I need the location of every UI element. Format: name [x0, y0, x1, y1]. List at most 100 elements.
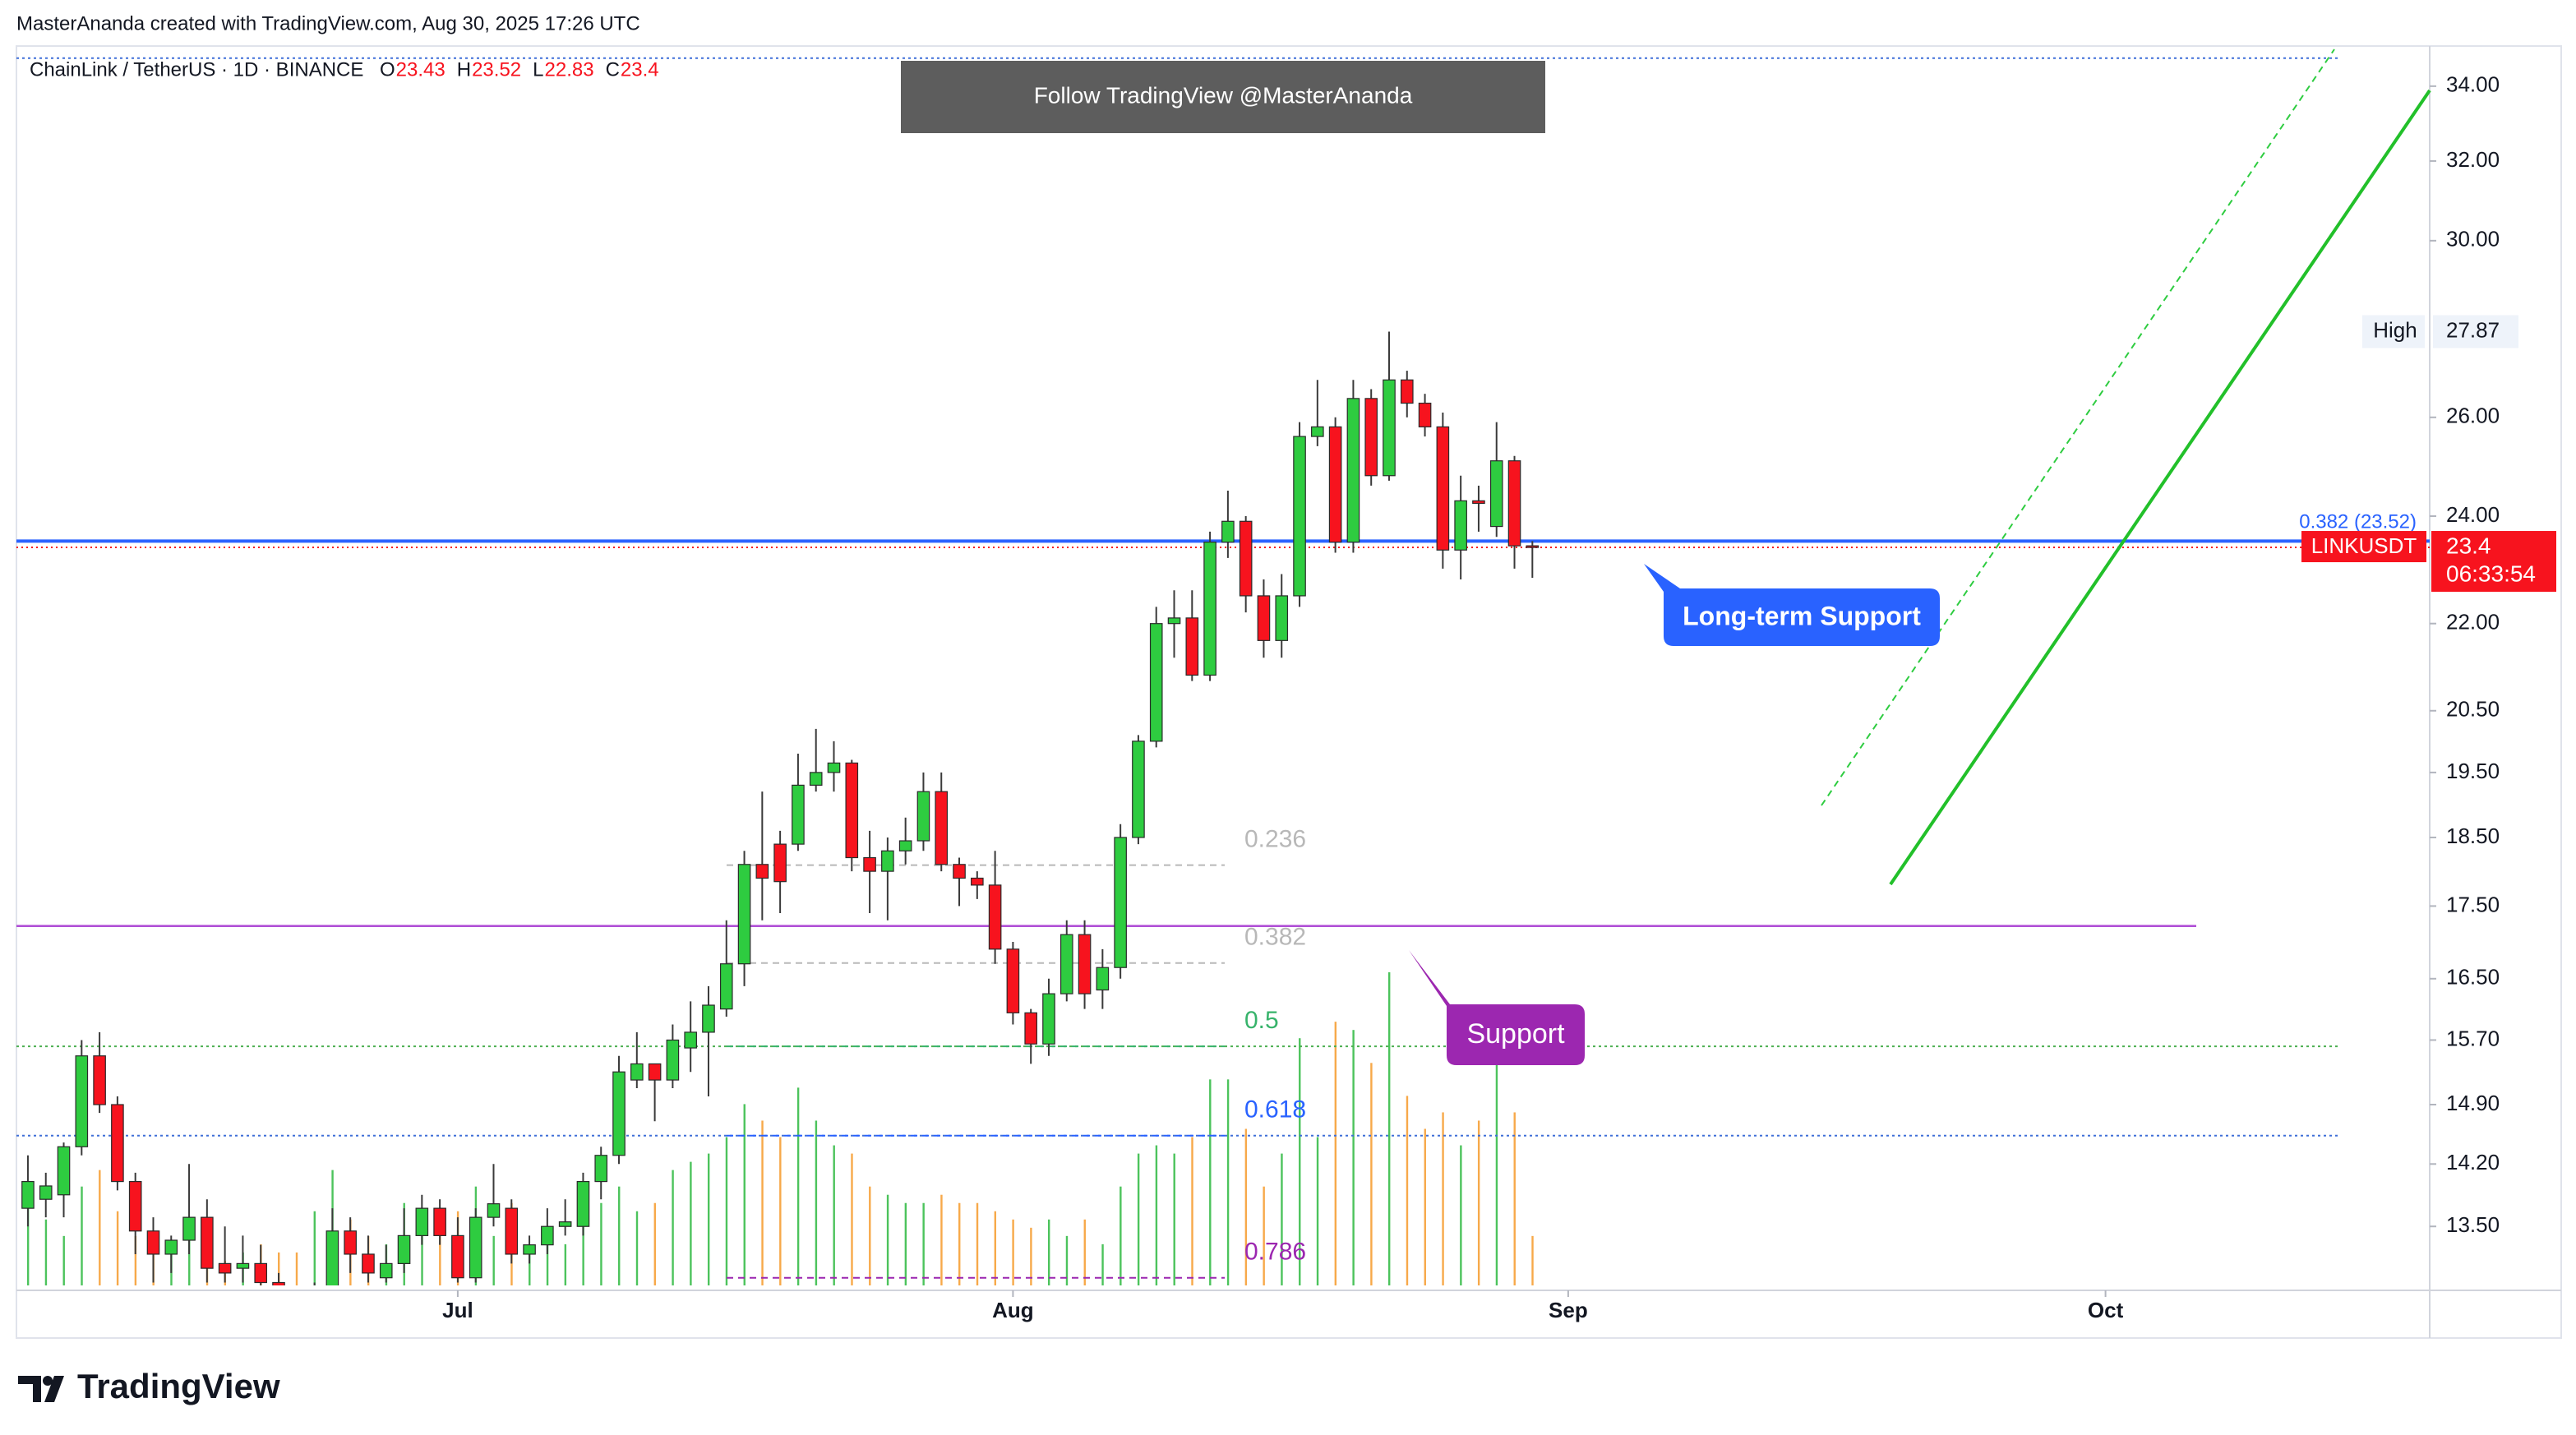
candle-body	[755, 864, 769, 879]
candle-body	[111, 1104, 124, 1183]
high-value: 27.87	[2446, 317, 2500, 342]
candle-body	[218, 1262, 232, 1274]
candle-body	[39, 1185, 53, 1200]
y-tick-label: 34.00	[2446, 72, 2500, 97]
volume-bar	[62, 1235, 65, 1285]
candle-body	[630, 1063, 644, 1081]
candle-body	[146, 1230, 160, 1255]
volume-bar	[1299, 1038, 1301, 1285]
candle-body	[898, 840, 912, 851]
candle-body	[451, 1234, 464, 1279]
candle-body	[1203, 542, 1216, 676]
logo-text: TradingView	[77, 1367, 280, 1405]
candle-body	[916, 791, 930, 842]
candle-body	[773, 843, 787, 883]
volume-bar	[1101, 1244, 1104, 1285]
candle-body	[881, 850, 894, 872]
volume-bar	[618, 1186, 621, 1285]
symbol-tag-text: LINKUSDT	[2311, 533, 2417, 558]
y-tick-label: 17.50	[2446, 892, 2500, 916]
volume-bar	[1137, 1153, 1140, 1285]
candle-body	[415, 1207, 429, 1236]
y-tick-label: 14.20	[2446, 1150, 2500, 1174]
volume-bar	[976, 1202, 979, 1285]
fib-label: 0.786	[1244, 1239, 1306, 1266]
y-tick-label: 19.50	[2446, 759, 2500, 783]
candle-body	[935, 791, 949, 865]
candle-body	[128, 1180, 142, 1232]
volume-bar	[1155, 1145, 1158, 1285]
candle-body	[702, 1004, 715, 1033]
y-tick-label: 15.70	[2446, 1026, 2500, 1050]
volume-bar	[1065, 1235, 1069, 1285]
volume-bar	[761, 1120, 764, 1285]
y-tick-label: 16.50	[2446, 965, 2500, 990]
volume-bar	[1370, 1063, 1373, 1285]
volume-bar	[725, 1137, 728, 1285]
volume-bar	[546, 1235, 549, 1285]
candle-body	[576, 1180, 590, 1227]
volume-bar	[851, 1153, 853, 1285]
candle-body	[1311, 426, 1324, 437]
candle-body	[541, 1225, 554, 1246]
callout-text: Support	[1466, 1018, 1565, 1050]
symbol: ChainLink / TetherUS · 1D · BINANCE	[30, 58, 363, 81]
volume-bar	[1030, 1227, 1032, 1285]
candle-body	[433, 1207, 446, 1236]
candle-body	[792, 784, 805, 845]
volume-bar	[1424, 1128, 1426, 1285]
candle-body	[272, 1281, 285, 1285]
volume-bar	[421, 1219, 423, 1285]
credit: MasterAnanda created with TradingView.co…	[16, 12, 640, 35]
volume-bar	[492, 1235, 495, 1285]
candle-body	[505, 1207, 519, 1255]
y-tick-label: 18.50	[2446, 824, 2500, 848]
price-tag-value: 23.4	[2446, 533, 2491, 558]
y-tick-label: 22.00	[2446, 610, 2500, 634]
candle-body	[1114, 837, 1127, 968]
candle-body	[21, 1180, 35, 1209]
ohlc-value: 22.83	[545, 58, 594, 81]
candle-body	[1132, 741, 1145, 838]
volume-bar	[1209, 1079, 1212, 1285]
candle-body	[594, 1155, 608, 1183]
volume-bar	[439, 1219, 441, 1285]
volume-bar	[99, 1170, 101, 1285]
candle-body	[1489, 460, 1503, 528]
volume-bar	[1495, 1038, 1498, 1285]
volume-bar	[1406, 1096, 1409, 1285]
candle-body	[1400, 379, 1414, 404]
volume-bar	[295, 1252, 298, 1285]
candle-body	[75, 1055, 89, 1147]
volume-bar	[815, 1120, 818, 1285]
ohlc-label: H	[457, 58, 471, 81]
volume-bar	[188, 1227, 191, 1285]
candle-body	[1167, 617, 1181, 625]
candle-body	[684, 1031, 697, 1049]
volume-bar	[994, 1211, 997, 1285]
ohlc-value: 23.43	[396, 58, 445, 81]
candle-body	[971, 877, 984, 886]
volume-bar	[81, 1186, 83, 1285]
candle-body	[1454, 500, 1467, 551]
fib-label: 0.618	[1244, 1096, 1306, 1124]
ohlc-value: 23.52	[472, 58, 521, 81]
y-tick-label: 32.00	[2446, 147, 2500, 172]
countdown: 06:33:54	[2446, 561, 2536, 586]
volume-bar	[1334, 1022, 1337, 1285]
volume-bar	[529, 1252, 531, 1285]
volume-bar	[44, 1219, 48, 1285]
candle-body	[1257, 595, 1271, 641]
volume-bar	[278, 1252, 280, 1285]
volume-bar	[833, 1145, 835, 1285]
candle-body	[719, 963, 733, 1010]
volume-bar	[869, 1186, 871, 1285]
x-tick-label: Sep	[1549, 1298, 1588, 1322]
candle-body	[362, 1253, 375, 1274]
volume-bar	[1047, 1219, 1050, 1285]
candle-body	[612, 1071, 626, 1156]
candle-body	[1078, 934, 1092, 994]
candle-body	[1185, 617, 1199, 676]
volume-bar	[1119, 1186, 1122, 1285]
